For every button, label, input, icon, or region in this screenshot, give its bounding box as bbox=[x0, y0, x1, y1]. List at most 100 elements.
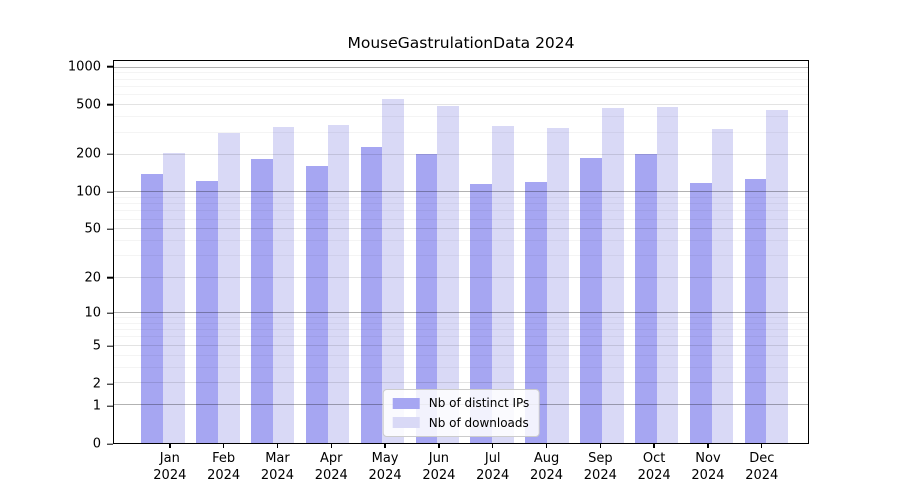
x-tickmark-mar bbox=[276, 444, 279, 448]
gridline-8 bbox=[114, 322, 808, 324]
month-label: Nov bbox=[695, 451, 721, 466]
bar-group-dec bbox=[744, 61, 789, 443]
bar-downloads-apr bbox=[327, 124, 350, 443]
year-label: 2024 bbox=[745, 467, 779, 483]
x-tick-oct: Oct 2024 bbox=[633, 444, 676, 498]
year-label: 2024 bbox=[153, 467, 187, 483]
x-tickmark-jun bbox=[438, 444, 440, 448]
bar-distinct-ips-mar bbox=[251, 159, 273, 443]
month-label: Mar bbox=[265, 451, 290, 466]
y-tickmark-1000 bbox=[107, 66, 113, 68]
bar-group-oct bbox=[635, 61, 679, 443]
gridline-800 bbox=[114, 78, 808, 80]
x-tick-label-mar: Mar 2024 bbox=[261, 451, 294, 485]
gridline-900 bbox=[114, 72, 808, 74]
x-tickmark-oct bbox=[653, 444, 655, 448]
gridline-80 bbox=[114, 203, 808, 205]
y-axis: 0 1 2 5 10 20 50 100 200 500 1000 bbox=[0, 60, 113, 451]
bar-group-may bbox=[360, 61, 405, 443]
y-tick-label-500: 500 bbox=[76, 97, 101, 113]
y-tick-label-0: 0 bbox=[92, 436, 101, 452]
y-tick-label-20: 20 bbox=[84, 270, 101, 286]
gridline-30 bbox=[114, 255, 808, 257]
gridline-40 bbox=[114, 240, 808, 242]
legend-label: Nb of distinct IPs bbox=[428, 396, 530, 411]
y-tick-label-1: 1 bbox=[92, 398, 101, 414]
bar-downloads-jul bbox=[492, 125, 514, 443]
plot-area: Nb of distinct IPs Nb of downloads bbox=[113, 60, 809, 444]
bar-downloads-nov bbox=[711, 128, 734, 443]
gridline-6 bbox=[114, 336, 808, 338]
bar-distinct-ips-jun bbox=[415, 153, 438, 443]
x-tick-nov: Nov 2024 bbox=[687, 444, 730, 498]
y-tick-label-2: 2 bbox=[92, 376, 101, 392]
y-tick-label-5: 5 bbox=[92, 338, 101, 354]
x-tick-label-oct: Oct 2024 bbox=[638, 451, 671, 485]
x-tickmark-jan bbox=[169, 444, 171, 448]
gridline-600 bbox=[114, 94, 808, 96]
gridline-70 bbox=[114, 210, 808, 212]
y-tickmark-1 bbox=[107, 405, 113, 407]
gridline-10 bbox=[114, 311, 808, 313]
bar-distinct-ips-sep bbox=[580, 158, 602, 443]
year-label: 2024 bbox=[260, 467, 294, 483]
x-tickmark-dec bbox=[761, 444, 763, 448]
chart-title: MouseGastrulationData 2024 bbox=[347, 34, 575, 52]
y-tickmark-2 bbox=[107, 383, 113, 385]
x-axis: Jan 2024 Feb 2024 Mar 2024 Apr 2024 May 2024 Jun 20… bbox=[113, 444, 809, 498]
month-label: Dec bbox=[749, 451, 775, 466]
x-tick-jul: Jul 2024 bbox=[471, 444, 514, 498]
y-tick-label-200: 200 bbox=[76, 146, 101, 162]
x-tick-label-may: May 2024 bbox=[369, 451, 402, 485]
y-tickmark-0 bbox=[107, 443, 113, 445]
gridline-90 bbox=[114, 196, 808, 198]
gridline-5 bbox=[114, 344, 808, 346]
bar-group-jul bbox=[470, 61, 514, 443]
year-label: 2024 bbox=[314, 467, 348, 483]
gridline-3 bbox=[114, 366, 808, 368]
y-tick-label-100: 100 bbox=[76, 184, 101, 200]
x-tick-label-feb: Feb 2024 bbox=[207, 451, 240, 485]
x-tick-label-sep: Sep 2024 bbox=[584, 451, 617, 485]
gridlines-layer bbox=[114, 61, 808, 443]
x-tick-apr: Apr 2024 bbox=[310, 444, 353, 498]
month-label: Aug bbox=[533, 451, 560, 466]
x-tick-label-jun: Jun 2024 bbox=[422, 451, 455, 485]
bar-group-mar bbox=[251, 61, 295, 443]
bars-layer bbox=[114, 61, 808, 443]
x-tick-label-apr: Apr 2024 bbox=[315, 451, 348, 485]
legend-label: Nb of downloads bbox=[428, 415, 529, 430]
y-tickmark-500 bbox=[107, 103, 113, 106]
x-tickmark-sep bbox=[599, 444, 602, 448]
bar-downloads-aug bbox=[547, 128, 569, 443]
legend-swatch-downloads bbox=[392, 417, 420, 429]
y-tickmark-200 bbox=[107, 153, 113, 156]
y-tick-label-10: 10 bbox=[84, 305, 101, 321]
month-label: Feb bbox=[212, 451, 236, 466]
bar-downloads-sep bbox=[601, 107, 624, 443]
gridline-100 bbox=[114, 191, 808, 193]
bar-group-jan bbox=[141, 61, 185, 443]
y-tickmark-100 bbox=[107, 191, 113, 193]
bar-distinct-ips-nov bbox=[689, 183, 712, 443]
bar-group-sep bbox=[580, 61, 624, 443]
x-tick-aug: Aug 2024 bbox=[525, 444, 568, 498]
gridline-200 bbox=[114, 153, 808, 155]
year-label: 2024 bbox=[691, 467, 725, 483]
gridline-500 bbox=[114, 104, 808, 106]
month-label: Oct bbox=[642, 451, 666, 466]
year-label: 2024 bbox=[207, 467, 241, 483]
x-tickmark-nov bbox=[707, 444, 709, 448]
x-tick-feb: Feb 2024 bbox=[202, 444, 245, 498]
year-label: 2024 bbox=[422, 467, 456, 483]
bar-distinct-ips-feb bbox=[196, 181, 218, 443]
bar-distinct-ips-oct bbox=[635, 153, 657, 443]
bar-group-nov bbox=[689, 61, 734, 443]
x-tick-sep: Sep 2024 bbox=[579, 444, 622, 498]
bar-group-jun bbox=[415, 61, 459, 443]
legend-swatch-distinct-ips bbox=[392, 397, 420, 409]
bar-group-apr bbox=[305, 61, 350, 443]
month-label: Sep bbox=[588, 451, 613, 466]
legend: Nb of distinct IPs Nb of downloads bbox=[382, 389, 540, 437]
